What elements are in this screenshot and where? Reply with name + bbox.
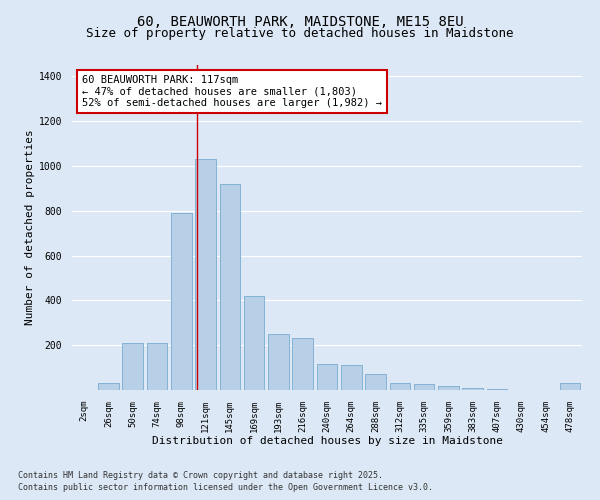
Bar (463, 388, 483, 390)
Text: 60, BEAUWORTH PARK, MAIDSTONE, ME15 8EU: 60, BEAUWORTH PARK, MAIDSTONE, ME15 8EU (137, 15, 463, 29)
Bar (487, 389, 508, 390)
Bar (317, 364, 337, 390)
X-axis label: Distribution of detached houses by size in Maidstone: Distribution of detached houses by size … (151, 436, 503, 446)
Bar (268, 334, 289, 390)
Y-axis label: Number of detached properties: Number of detached properties (25, 130, 35, 326)
Text: Contains HM Land Registry data © Crown copyright and database right 2025.: Contains HM Land Registry data © Crown c… (18, 471, 383, 480)
Bar (98, 384, 119, 390)
Bar (365, 374, 386, 390)
Bar (438, 386, 459, 390)
Text: Size of property relative to detached houses in Maidstone: Size of property relative to detached ho… (86, 28, 514, 40)
Bar (220, 184, 240, 390)
Bar (195, 159, 216, 390)
Bar (292, 338, 313, 390)
Text: Contains public sector information licensed under the Open Government Licence v3: Contains public sector information licen… (18, 484, 433, 492)
Bar (146, 343, 167, 390)
Bar (414, 384, 434, 390)
Bar (341, 366, 362, 390)
Bar (560, 384, 580, 390)
Bar (389, 384, 410, 390)
Bar (244, 296, 265, 390)
Bar (171, 213, 191, 390)
Bar (122, 343, 143, 390)
Text: 60 BEAUWORTH PARK: 117sqm
← 47% of detached houses are smaller (1,803)
52% of se: 60 BEAUWORTH PARK: 117sqm ← 47% of detac… (82, 74, 382, 108)
